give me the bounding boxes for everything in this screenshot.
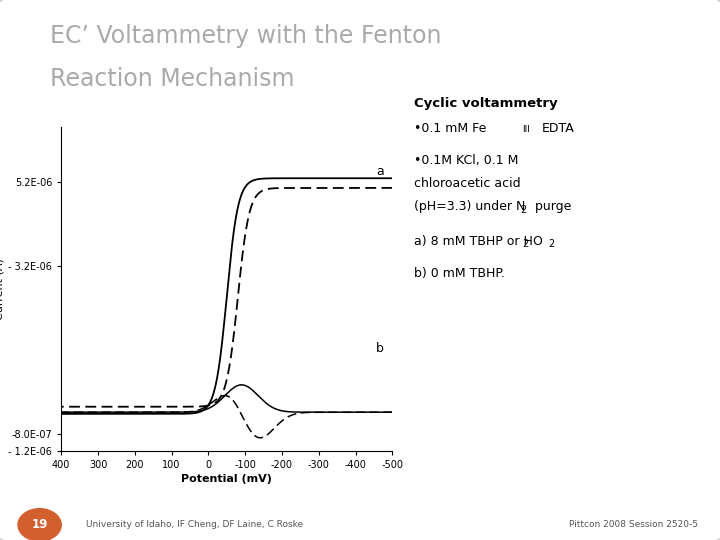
Text: •0.1M KCl, 0.1 M: •0.1M KCl, 0.1 M — [414, 154, 518, 167]
Text: III: III — [522, 125, 530, 134]
Text: O: O — [532, 235, 542, 248]
Text: 2: 2 — [549, 239, 555, 249]
Text: 19: 19 — [32, 518, 48, 531]
Text: •0.1 mM Fe: •0.1 mM Fe — [414, 122, 487, 134]
Text: b) 0 mM TBHP.: b) 0 mM TBHP. — [414, 267, 505, 280]
Text: b: b — [376, 342, 384, 355]
Text: a) 8 mM TBHP or H: a) 8 mM TBHP or H — [414, 235, 533, 248]
Circle shape — [18, 509, 61, 540]
Text: Cyclic voltammetry: Cyclic voltammetry — [414, 97, 557, 110]
Text: University of Idaho, IF Cheng, DF Laine, C Roske: University of Idaho, IF Cheng, DF Laine,… — [86, 521, 304, 529]
Text: Pittcon 2008 Session 2520-5: Pittcon 2008 Session 2520-5 — [570, 521, 698, 529]
Text: 2: 2 — [520, 205, 526, 215]
X-axis label: Potential (mV): Potential (mV) — [181, 474, 272, 484]
Text: Reaction Mechanism: Reaction Mechanism — [50, 68, 295, 91]
Text: a: a — [376, 165, 384, 178]
Text: 2: 2 — [523, 239, 529, 249]
Text: EC’ Voltammetry with the Fenton: EC’ Voltammetry with the Fenton — [50, 24, 442, 48]
Text: purge: purge — [531, 200, 571, 213]
Text: (pH=3.3) under N: (pH=3.3) under N — [414, 200, 526, 213]
Text: EDTA: EDTA — [542, 122, 575, 134]
Text: chloroacetic acid: chloroacetic acid — [414, 177, 521, 190]
Y-axis label: Current (A): Current (A) — [0, 258, 4, 320]
